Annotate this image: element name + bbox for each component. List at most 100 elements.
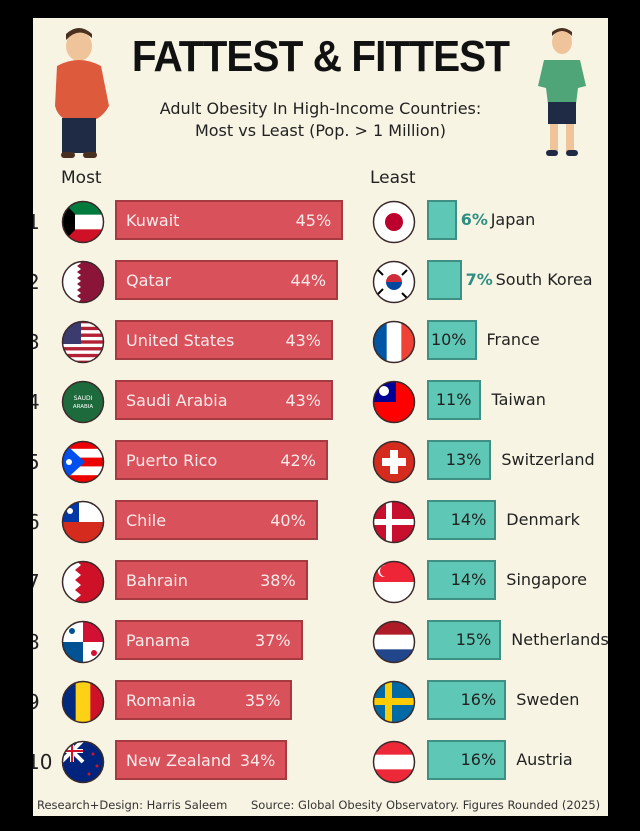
least-country-label: Austria: [516, 750, 573, 769]
most-bar: Panama 37%: [115, 620, 303, 660]
most-country-label: Bahrain: [126, 571, 188, 590]
most-country-label: Puerto Rico: [126, 451, 218, 470]
most-country-label: Kuwait: [126, 211, 180, 230]
united-states-flag-icon: [61, 320, 105, 364]
least-country-label: Sweden: [516, 690, 580, 709]
subtitle-line-2: Most vs Least (Pop. > 1 Million): [194, 121, 447, 140]
least-bar: [427, 380, 482, 420]
table-row: 3 United States 43% 10% France: [33, 312, 608, 372]
least-country-label: France: [486, 330, 540, 349]
chart-subtitle: Adult Obesity In High-Income Countries: …: [33, 98, 608, 142]
least-country-label: Switzerland: [501, 450, 595, 469]
least-value-label: 14%: [450, 510, 487, 529]
most-bar: Bahrain 38%: [115, 560, 308, 600]
most-bar: Qatar 44%: [115, 260, 339, 300]
least-value-label: 15%: [455, 630, 492, 649]
bahrain-flag-icon: [61, 560, 105, 604]
new-zealand-flag-icon: [61, 740, 105, 784]
rank-number: 6: [33, 510, 40, 534]
least-country-label: Japan: [490, 210, 536, 229]
least-value-label: 10%: [430, 330, 467, 349]
most-value-label: 43%: [285, 391, 321, 410]
least-value-label: 11%: [435, 390, 472, 409]
least-bar: [427, 680, 507, 720]
most-bar: Romania 35%: [115, 680, 293, 720]
most-value-label: 37%: [255, 631, 291, 650]
most-value-label: 40%: [270, 511, 306, 530]
most-value-label: 34%: [239, 751, 276, 770]
least-country-label: Taiwan: [491, 390, 546, 409]
rank-number: 10: [33, 750, 53, 774]
most-country-label: New Zealand: [126, 751, 232, 770]
rank-number: 8: [33, 630, 40, 654]
least-bar: [427, 560, 497, 600]
table-row: 8 Panama 37% 15% Netherlands: [33, 612, 608, 672]
table-row: 9 Romania 35% 16% Sweden: [33, 672, 608, 732]
least-bar: [427, 500, 497, 540]
credit: Research+Design: Harris Saleem: [37, 798, 228, 812]
table-row: 7 Bahrain 38% 14% Singapore: [33, 552, 608, 612]
most-header: Most: [61, 168, 102, 188]
least-bar: [427, 260, 462, 300]
most-bar: Puerto Rico 42%: [115, 440, 328, 480]
rank-number: 7: [33, 570, 40, 594]
least-value-label: 13%: [445, 450, 482, 469]
most-bar: United States 43%: [115, 320, 333, 360]
svg-text:ARABIA: ARABIA: [73, 404, 94, 410]
most-value-label: 42%: [280, 451, 316, 470]
rank-number: 9: [33, 690, 40, 714]
most-bar: Kuwait 45%: [115, 200, 344, 240]
least-value-label: 7%: [465, 270, 493, 289]
least-header: Least: [370, 168, 416, 188]
rank-number: 1: [33, 210, 40, 234]
saudi-arabia-flag-icon: SAUDI ARABIA: [61, 380, 105, 424]
table-row: 2 Qatar 44% 7% South Korea: [33, 252, 608, 312]
japan-flag-icon: [372, 200, 416, 244]
panama-flag-icon: [61, 620, 105, 664]
least-country-label: Denmark: [506, 510, 580, 529]
france-flag-icon: [372, 320, 416, 364]
least-bar: [427, 740, 507, 780]
sweden-flag-icon: [372, 680, 416, 724]
least-bar: [427, 320, 477, 360]
fit-man-illustration: [538, 28, 586, 156]
kuwait-flag-icon: [61, 200, 105, 244]
rank-number: 4: [33, 390, 40, 414]
least-bar: [427, 620, 502, 660]
singapore-flag-icon: [372, 560, 416, 604]
romania-flag-icon: [61, 680, 105, 724]
denmark-flag-icon: [372, 500, 416, 544]
most-country-label: Saudi Arabia: [126, 391, 228, 410]
switzerland-flag-icon: [372, 440, 416, 484]
overweight-man-illustration: [55, 28, 109, 158]
most-country-label: Qatar: [126, 271, 172, 290]
chart-title: FATTEST & FITTEST: [131, 32, 510, 81]
most-country-label: Chile: [126, 511, 167, 530]
table-row: 6 Chile 40% 14% Denmark: [33, 492, 608, 552]
most-country-label: United States: [126, 331, 235, 350]
most-value-label: 38%: [260, 571, 296, 590]
most-country-label: Panama: [126, 631, 191, 650]
table-row: 1 Kuwait 45% 6% Japan: [33, 192, 608, 252]
least-value-label: 6%: [460, 210, 488, 229]
subtitle-line-1: Adult Obesity In High-Income Countries:: [159, 99, 482, 118]
netherlands-flag-icon: [372, 620, 416, 664]
svg-text:SAUDI: SAUDI: [74, 395, 93, 402]
most-value-label: 45%: [295, 211, 332, 230]
most-country-label: Romania: [126, 691, 196, 710]
most-bar: New Zealand 34%: [115, 740, 288, 780]
table-row: 10 New Zealand 34% 16% Austria: [33, 732, 608, 792]
taiwan-flag-icon: [372, 380, 416, 424]
least-country-label: Singapore: [506, 570, 588, 589]
most-value-label: 43%: [285, 331, 321, 350]
least-bar: [427, 440, 492, 480]
chile-flag-icon: [61, 500, 105, 544]
south-korea-flag-icon: [372, 260, 416, 304]
most-bar: Chile 40%: [115, 500, 318, 540]
least-country-label: South Korea: [495, 270, 593, 289]
least-value-label: 14%: [450, 570, 487, 589]
least-country-label: Netherlands: [511, 630, 608, 649]
least-value-label: 16%: [460, 690, 497, 709]
rank-number: 5: [33, 450, 40, 474]
most-value-label: 35%: [244, 691, 281, 710]
